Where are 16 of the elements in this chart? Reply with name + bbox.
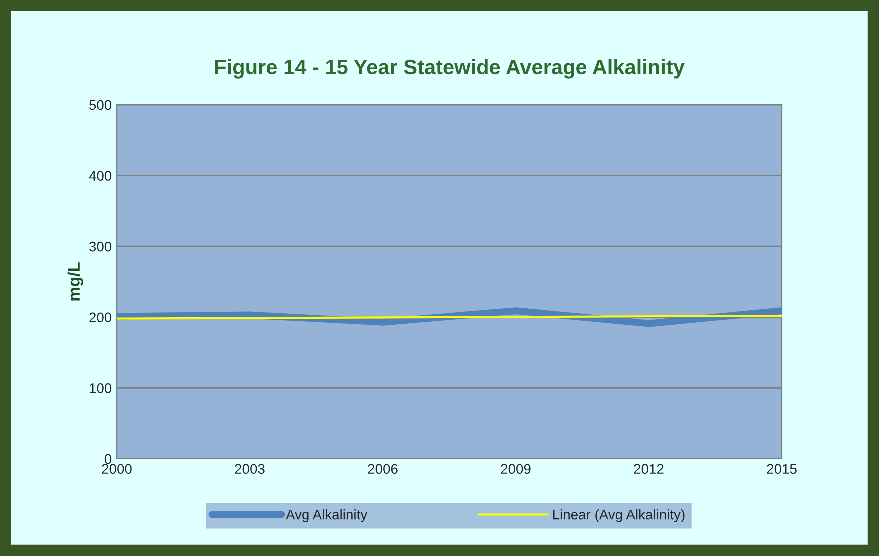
legend-label: Avg Alkalinity [286, 510, 368, 522]
x-tick-label: 2006 [368, 464, 398, 474]
chart-title: Figure 14 - 15 Year Statewide Average Alkalinity [215, 59, 685, 79]
y-tick-label: 300 [90, 242, 112, 252]
y-tick-label: 400 [89, 171, 112, 181]
x-tick-label: 2009 [501, 464, 531, 474]
y-tick-label: 100 [90, 384, 112, 394]
y-axis-title: mg/L [68, 262, 84, 301]
x-tick-label: 2003 [235, 464, 265, 474]
y-tick-label: 200 [90, 312, 112, 323]
legend-label: Linear (Avg Alkalinity) [553, 510, 685, 522]
y-tick-label: 0 [104, 454, 112, 464]
y-tick-label: 500 [90, 100, 112, 110]
x-tick-label: 2015 [767, 464, 797, 474]
x-tick-label: 2012 [634, 464, 664, 474]
x-tick-label: 2000 [102, 464, 132, 474]
